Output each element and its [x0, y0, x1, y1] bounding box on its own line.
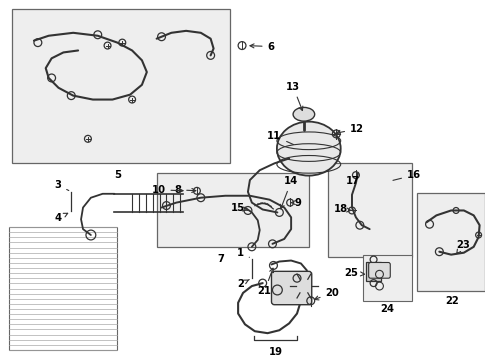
Text: 18: 18	[333, 204, 350, 215]
Text: 8: 8	[174, 185, 195, 195]
Bar	[362, 255, 411, 301]
Text: 7: 7	[217, 254, 224, 264]
Text: 23: 23	[455, 240, 469, 254]
Bar	[416, 193, 484, 291]
Text: 17: 17	[345, 176, 359, 186]
Text: 25: 25	[343, 268, 364, 278]
Text: 22: 22	[445, 296, 458, 306]
Bar	[156, 173, 308, 247]
Text: 12: 12	[336, 124, 363, 134]
Ellipse shape	[292, 107, 314, 121]
Text: 11: 11	[266, 131, 293, 145]
FancyBboxPatch shape	[271, 271, 311, 305]
FancyBboxPatch shape	[368, 262, 389, 278]
Text: 5: 5	[114, 170, 121, 180]
Bar	[9, 227, 117, 350]
Text: 24: 24	[380, 304, 393, 314]
Text: 3: 3	[55, 180, 69, 190]
Text: 19: 19	[268, 347, 282, 357]
Bar	[328, 163, 411, 257]
Text: 21: 21	[257, 268, 273, 296]
Text: 20: 20	[314, 288, 339, 300]
Ellipse shape	[276, 122, 340, 176]
Text: 10: 10	[151, 185, 183, 195]
Text: 13: 13	[285, 82, 302, 111]
Text: 16: 16	[392, 170, 420, 180]
Text: 14: 14	[280, 176, 298, 209]
Text: 15: 15	[230, 203, 247, 212]
Text: 2: 2	[237, 279, 249, 289]
Text: 4: 4	[54, 213, 67, 223]
Bar	[12, 9, 230, 163]
Text: 6: 6	[249, 41, 274, 51]
Text: 9: 9	[290, 198, 300, 208]
Text: 1: 1	[236, 248, 249, 258]
Bar	[365, 261, 381, 281]
